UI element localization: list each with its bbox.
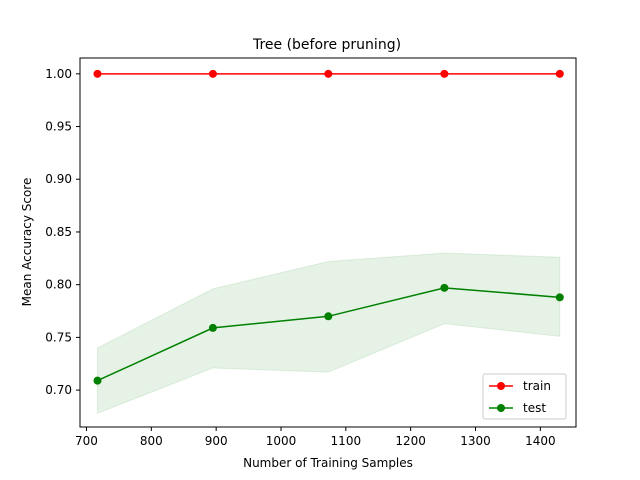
- plot-area: [93, 69, 564, 415]
- legend: train test: [482, 373, 567, 420]
- point-test: [440, 283, 449, 292]
- y-tick-label: 0.80: [45, 278, 72, 292]
- y-tick-label: 0.95: [45, 120, 72, 134]
- legend-label-train: train: [523, 379, 551, 393]
- x-axis: 700 800 900 1000 1100 1200 1300 1400: [75, 427, 556, 448]
- point-train: [208, 69, 217, 78]
- point-train: [555, 69, 564, 78]
- point-train: [324, 69, 333, 78]
- point-test: [208, 323, 217, 332]
- y-tick-label: 0.70: [45, 383, 72, 397]
- x-tick-label: 1300: [460, 434, 491, 448]
- legend-marker-test: [497, 404, 505, 412]
- legend-marker-train: [497, 382, 505, 390]
- x-tick-label: 1200: [395, 434, 426, 448]
- y-tick-label: 0.85: [45, 225, 72, 239]
- x-tick-label: 800: [140, 434, 163, 448]
- x-tick-label: 1000: [266, 434, 297, 448]
- x-axis-label: Number of Training Samples: [243, 456, 413, 470]
- legend-label-test: test: [523, 401, 546, 415]
- band-test: [97, 252, 561, 415]
- y-axis: 0.70 0.75 0.80 0.85 0.90 0.95 1.00: [45, 67, 80, 397]
- y-tick-label: 1.00: [45, 67, 72, 81]
- x-tick-label: 900: [205, 434, 228, 448]
- chart-title: Tree (before pruning): [252, 37, 401, 53]
- point-test: [324, 312, 333, 321]
- x-tick-label: 1400: [525, 434, 556, 448]
- point-test: [555, 293, 564, 302]
- point-train: [93, 69, 102, 78]
- y-axis-label: Mean Accuracy Score: [20, 178, 34, 307]
- x-tick-label: 1100: [331, 434, 362, 448]
- plot-frame: [79, 57, 577, 428]
- x-tick-label: 700: [75, 434, 98, 448]
- point-test: [93, 376, 102, 385]
- y-tick-label: 0.75: [45, 330, 72, 344]
- y-tick-label: 0.90: [45, 172, 72, 186]
- point-train: [440, 69, 449, 78]
